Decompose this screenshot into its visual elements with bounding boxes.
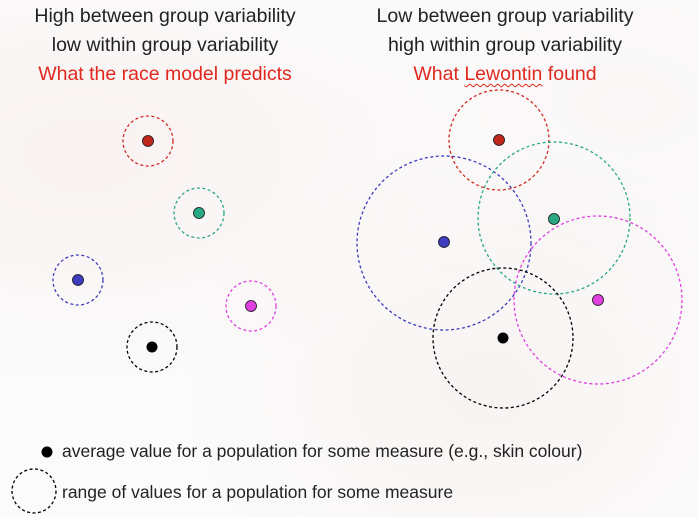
left-magenta-range — [225, 280, 277, 332]
left-caption: What the race model predicts — [38, 63, 292, 85]
right-panel-populations — [356, 89, 683, 409]
right-magenta-mean — [592, 294, 604, 306]
left-blue-mean — [72, 274, 84, 286]
right-caption: What Lewontin found — [342, 60, 668, 89]
left-blue-range — [52, 254, 104, 306]
legend-range-icon — [11, 468, 57, 514]
right-heading-line-2: high within group variability — [387, 34, 623, 56]
left-panel-heading: High between group variability low withi… — [0, 2, 330, 89]
right-caption-suffix: found — [542, 63, 597, 85]
left-green-mean — [193, 207, 205, 219]
left-black-mean — [146, 341, 158, 353]
left-red-range — [122, 115, 174, 167]
right-black-range — [432, 267, 574, 409]
right-red-mean — [493, 134, 505, 146]
left-panel-populations — [52, 115, 277, 373]
right-black-mean — [497, 332, 509, 344]
right-blue-range — [356, 155, 532, 331]
right-green-mean — [548, 213, 560, 225]
right-caption-prefix: What — [413, 63, 465, 85]
legend-dot-label: average value for a population for some … — [62, 441, 583, 461]
right-magenta-range — [513, 215, 683, 385]
left-heading-line-2: low within group variability — [51, 34, 279, 56]
right-red-range — [448, 89, 550, 191]
right-blue-mean — [438, 236, 450, 248]
right-panel-heading: Low between group variability high withi… — [342, 2, 668, 89]
left-heading-line-1: High between group variability — [34, 5, 296, 27]
right-heading-line-1: Low between group variability — [376, 5, 634, 27]
left-magenta-mean — [245, 300, 257, 312]
right-caption-name: Lewontin — [464, 63, 543, 85]
left-red-mean — [142, 135, 154, 147]
legend-symbols — [11, 446, 57, 514]
left-green-range — [173, 187, 225, 239]
left-black-range — [126, 321, 178, 373]
right-green-range — [477, 141, 631, 295]
legend-range-label: range of values for a population for som… — [62, 482, 454, 502]
legend-dot-icon — [41, 446, 53, 458]
